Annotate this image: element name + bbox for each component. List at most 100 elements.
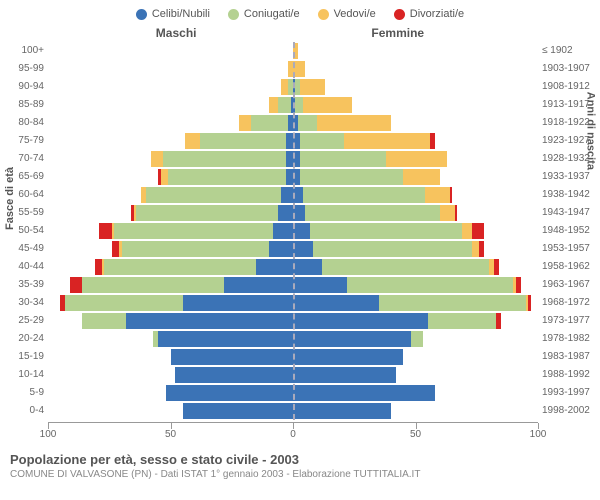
x-tick-label: 0 (290, 429, 296, 440)
bar-segment-female (462, 223, 472, 239)
bar-segment-female (411, 331, 423, 347)
legend-swatch (318, 9, 329, 20)
bar-segment-male (183, 295, 293, 311)
bar-segment-female (293, 331, 411, 347)
bar-segment-female (293, 349, 403, 365)
age-label: 40-44 (2, 261, 44, 272)
bar-segment-female (455, 205, 457, 221)
bar-segment-female (379, 295, 526, 311)
legend-label: Vedovi/e (334, 8, 376, 20)
header-male: Maschi (156, 26, 197, 40)
bar-segment-male (163, 151, 286, 167)
bar-segment-male (278, 97, 290, 113)
bar-segment-male (281, 79, 288, 95)
bar-segment-male (70, 277, 82, 293)
age-label: 80-84 (2, 117, 44, 128)
bar-segment-female (496, 313, 501, 329)
birth-label: 1978-1982 (542, 333, 600, 344)
bar-segment-male (183, 403, 293, 419)
legend-item: Divorziati/e (394, 8, 464, 20)
bar-segment-male (166, 385, 293, 401)
birth-label: 1903-1907 (542, 63, 600, 74)
bar-segment-male (269, 97, 279, 113)
age-label: 90-94 (2, 81, 44, 92)
bar-segment-male (269, 241, 294, 257)
bar-segment-male (114, 223, 273, 239)
age-label: 5-9 (2, 387, 44, 398)
bar-segment-male (256, 259, 293, 275)
chart-container: Celibi/NubiliConiugati/eVedovi/eDivorzia… (0, 0, 600, 500)
bar-segment-male (224, 277, 293, 293)
age-label: 15-19 (2, 351, 44, 362)
chart-subtitle: COMUNE DI VALVASONE (PN) - Dati ISTAT 1°… (10, 469, 600, 480)
birth-label: 1963-1967 (542, 279, 600, 290)
bar-segment-female (516, 277, 521, 293)
bar-segment-female (322, 259, 489, 275)
birth-label: 1938-1942 (542, 189, 600, 200)
birth-label: 1923-1927 (542, 135, 600, 146)
bar-segment-male (175, 367, 293, 383)
bar-segment-male (239, 115, 251, 131)
bar-segment-male (82, 277, 224, 293)
age-label: 85-89 (2, 99, 44, 110)
bar-segment-male (82, 313, 126, 329)
birth-label: 1918-1922 (542, 117, 600, 128)
bar-segment-male (122, 241, 269, 257)
bar-segment-female (293, 241, 313, 257)
bar-segment-female (300, 151, 386, 167)
age-label: 10-14 (2, 369, 44, 380)
bar-segment-male (185, 133, 200, 149)
bar-segment-female (472, 223, 484, 239)
legend-swatch (394, 9, 405, 20)
birth-label: 1983-1987 (542, 351, 600, 362)
birth-label: 1958-1962 (542, 261, 600, 272)
legend-swatch (136, 9, 147, 20)
bar-segment-male (286, 133, 293, 149)
bar-segment-female (310, 223, 462, 239)
birth-label: 1973-1977 (542, 315, 600, 326)
birth-label: 1948-1952 (542, 225, 600, 236)
x-axis: 10050050100 (48, 422, 538, 444)
chart-area: Maschi Femmine 100+≤ 190295-991903-19079… (48, 26, 538, 444)
bar-segment-female (300, 79, 325, 95)
bar-segment-female (303, 187, 426, 203)
bar-segment-female (386, 151, 447, 167)
bar-segment-male (126, 313, 293, 329)
age-label: 0-4 (2, 405, 44, 416)
bar-segment-male (146, 187, 281, 203)
bar-segment-female (428, 313, 497, 329)
bar-segment-female (298, 115, 318, 131)
age-label: 70-74 (2, 153, 44, 164)
bar-segment-male (168, 169, 286, 185)
bar-segment-male (286, 151, 293, 167)
age-label: 50-54 (2, 225, 44, 236)
bar-segment-male (151, 151, 163, 167)
birth-label: 1913-1917 (542, 99, 600, 110)
bar-segment-female (403, 169, 440, 185)
bar-segment-male (95, 259, 102, 275)
age-label: 60-64 (2, 189, 44, 200)
bar-segment-female (479, 241, 484, 257)
birth-label: 1943-1947 (542, 207, 600, 218)
bar-segment-male (158, 331, 293, 347)
bar-segment-female (347, 277, 514, 293)
birth-label: 1993-1997 (542, 387, 600, 398)
bar-segment-female (293, 223, 310, 239)
birth-label: 1953-1957 (542, 243, 600, 254)
bar-segment-female (440, 205, 455, 221)
age-label: 100+ (2, 45, 44, 56)
age-label: 30-34 (2, 297, 44, 308)
bar-segment-female (293, 259, 322, 275)
x-tick-label: 100 (40, 429, 57, 440)
x-tick-label: 100 (530, 429, 547, 440)
chart-title: Popolazione per età, sesso e stato civil… (10, 452, 600, 467)
bar-segment-male (136, 205, 278, 221)
age-label: 20-24 (2, 333, 44, 344)
bar-segment-female (293, 277, 347, 293)
age-label: 95-99 (2, 63, 44, 74)
bar-segment-male (278, 205, 293, 221)
bar-segment-female (425, 187, 450, 203)
age-label: 75-79 (2, 135, 44, 146)
bar-segment-female (300, 133, 344, 149)
legend: Celibi/NubiliConiugati/eVedovi/eDivorzia… (0, 8, 600, 20)
